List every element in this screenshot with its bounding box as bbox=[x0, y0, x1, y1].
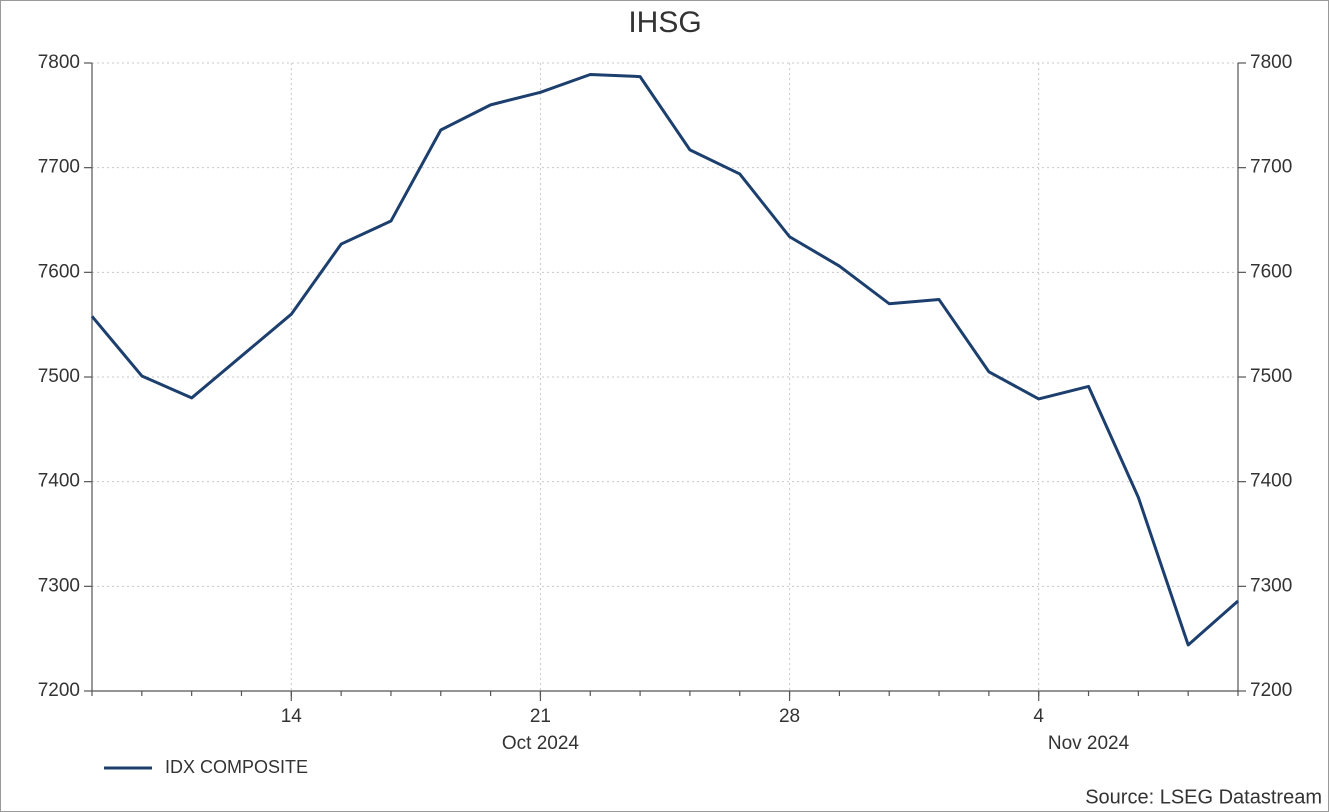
chart-title: IHSG bbox=[628, 6, 701, 39]
y2-tick-label: 7300 bbox=[1250, 575, 1292, 596]
x-tick-label: 4 bbox=[1033, 706, 1044, 727]
y-tick-label: 7200 bbox=[38, 680, 80, 701]
y-tick-label: 7400 bbox=[38, 471, 80, 492]
x-tick-label: 21 bbox=[530, 706, 551, 727]
y2-tick-label: 7500 bbox=[1250, 366, 1292, 387]
x-tick-label: 28 bbox=[779, 706, 800, 727]
y2-tick-label: 7200 bbox=[1250, 680, 1292, 701]
y2-tick-label: 7800 bbox=[1250, 52, 1292, 73]
y2-tick-label: 7700 bbox=[1250, 157, 1292, 178]
y-tick-label: 7800 bbox=[38, 52, 80, 73]
source: Source: LSEG Datastream bbox=[1085, 786, 1322, 808]
y-tick-label: 7300 bbox=[38, 575, 80, 596]
legend-label: IDX COMPOSITE bbox=[165, 757, 308, 777]
y-tick-label: 7500 bbox=[38, 366, 80, 387]
x-tick-label: 14 bbox=[281, 706, 303, 727]
y-tick-label: 7700 bbox=[38, 157, 80, 178]
y2-tick-label: 7400 bbox=[1250, 471, 1292, 492]
y-tick-label: 7600 bbox=[38, 261, 80, 282]
month-label: Nov 2024 bbox=[1048, 733, 1130, 754]
line bbox=[90, 73, 1239, 647]
y2-tick-label: 7600 bbox=[1250, 261, 1292, 282]
month-label: Oct 2024 bbox=[502, 733, 580, 754]
